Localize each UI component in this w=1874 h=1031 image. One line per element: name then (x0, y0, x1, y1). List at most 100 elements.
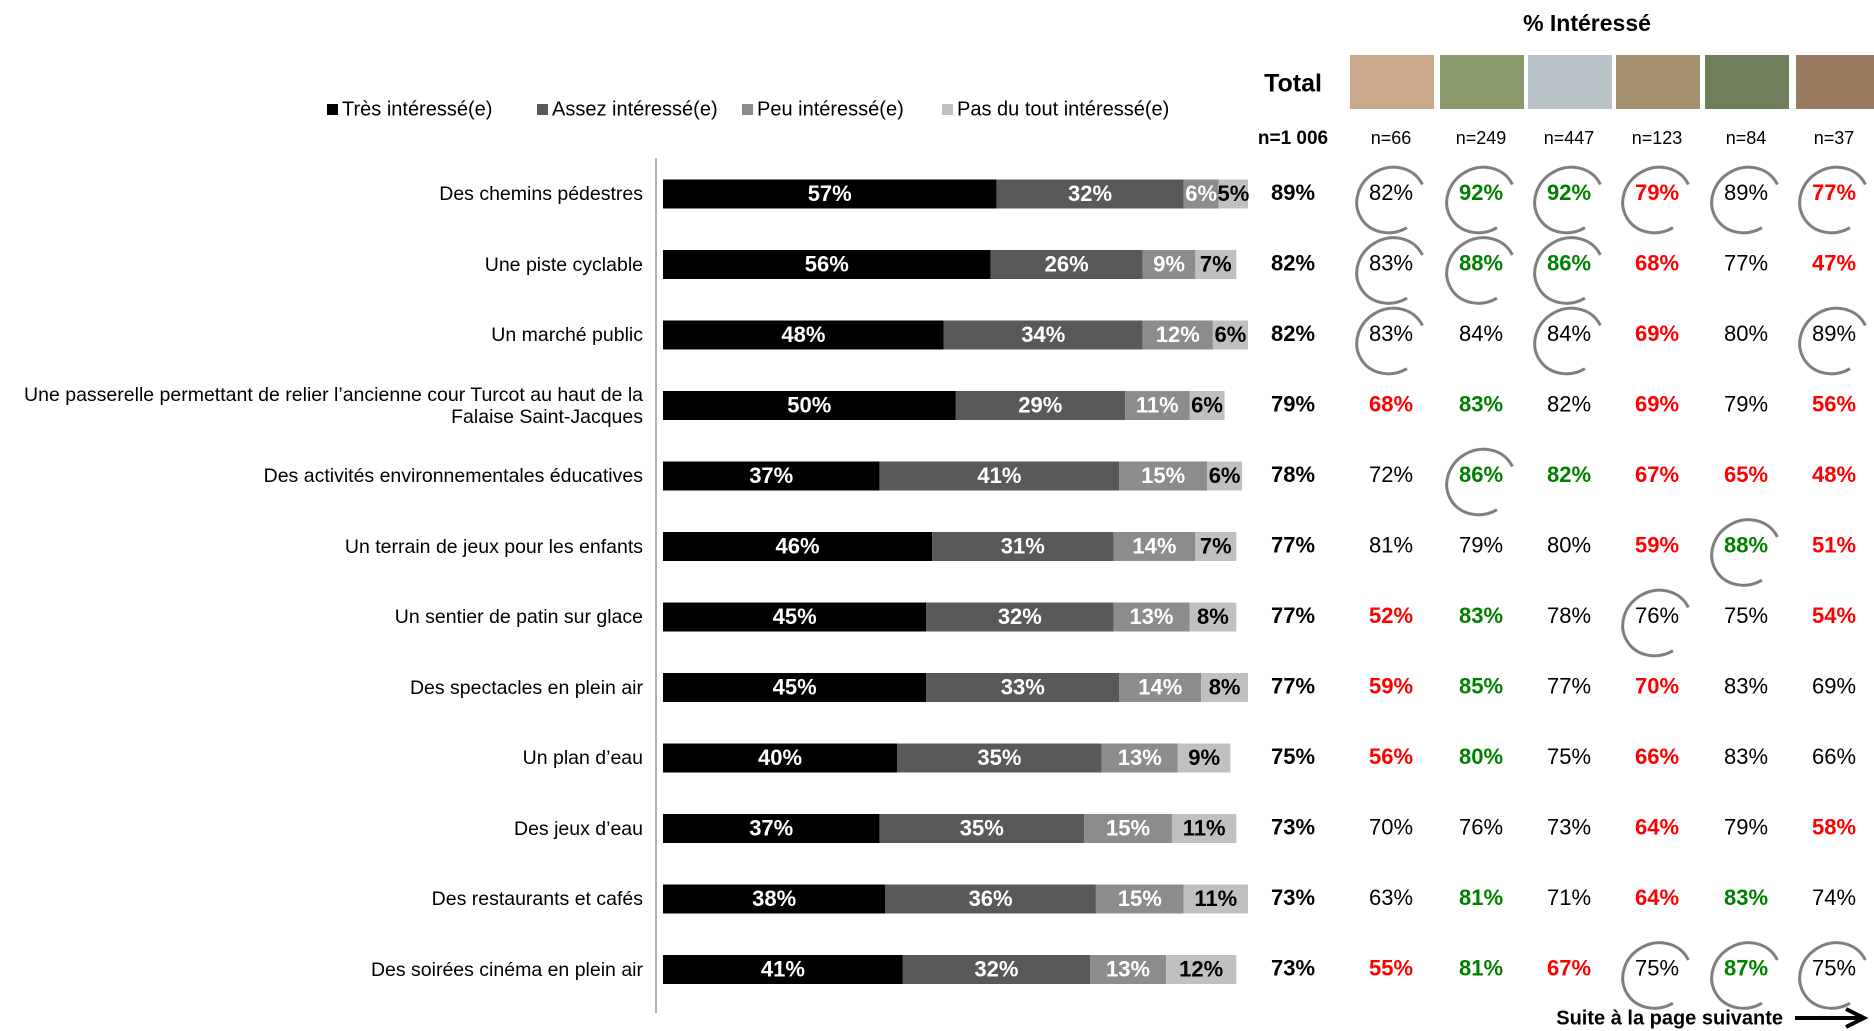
bar-segment (1095, 884, 1184, 914)
group-cell: 75% (1635, 955, 1679, 980)
category-label: Des spectacles en plein air (409, 676, 643, 699)
bar-segment (663, 320, 944, 350)
group-cell: 92% (1459, 180, 1503, 205)
photo (1796, 55, 1874, 109)
bar-value-label: 45% (773, 674, 817, 699)
bar-segment (663, 461, 880, 491)
bar-value-label: 41% (977, 463, 1021, 488)
bar-segment (926, 673, 1120, 702)
bar-segment (1177, 743, 1231, 773)
group-cell: 77% (1812, 180, 1856, 205)
bar-value-label: 35% (977, 745, 1021, 770)
bar-value-label: 13% (1129, 604, 1173, 629)
bar-segment (663, 814, 880, 843)
bar-segment (663, 602, 927, 632)
group-cell: 65% (1724, 462, 1768, 487)
significance-circle (1355, 306, 1427, 376)
group-cell: 88% (1724, 532, 1768, 557)
group-cell: 70% (1635, 673, 1679, 698)
group-cell: 56% (1369, 744, 1413, 769)
bar-segment (663, 532, 933, 561)
photo (1705, 55, 1789, 109)
group-cell: 83% (1459, 603, 1503, 628)
bar-segment (943, 320, 1143, 350)
bar-value-label: 6% (1215, 322, 1247, 347)
group-cell: 66% (1812, 744, 1856, 769)
group-cell: 58% (1812, 814, 1856, 839)
footer-note: Suite à la page suivante (1556, 1007, 1783, 1029)
group-cell: 78% (1547, 603, 1591, 628)
total-cell: 82% (1271, 250, 1315, 275)
bar-value-label: 50% (787, 392, 831, 417)
bar-value-label: 14% (1132, 533, 1176, 558)
group-cell: 48% (1812, 462, 1856, 487)
bar-value-label: 7% (1200, 533, 1232, 558)
bar-value-label: 9% (1188, 745, 1220, 770)
bar-value-label: 6% (1191, 392, 1223, 417)
significance-circle (1445, 236, 1517, 305)
group-cell: 79% (1724, 814, 1768, 839)
category-label: Un sentier de patin sur glace (394, 606, 643, 628)
group-cell: 83% (1369, 321, 1413, 346)
group-cell: 85% (1459, 673, 1503, 698)
group-cell: 51% (1812, 532, 1856, 557)
bar-value-label: 13% (1106, 956, 1150, 981)
bar-value-label: 11% (1194, 886, 1237, 911)
group-cell: 83% (1724, 885, 1768, 910)
significance-circle (1710, 941, 1782, 1010)
category-label: Une passerelle permettant de relier l’an… (24, 383, 643, 428)
bar-segment (1218, 179, 1248, 209)
legend-label: Assez intéressé(e) (552, 98, 718, 120)
bar-segment (990, 250, 1143, 279)
significance-circle (1621, 588, 1693, 658)
bar-value-label: 32% (1068, 181, 1112, 206)
category-label: Un marché public (491, 324, 643, 346)
group-cell: 83% (1369, 250, 1413, 275)
group-cell: 83% (1724, 673, 1768, 698)
group-cell: 74% (1812, 885, 1856, 910)
group-n: n=84 (1726, 128, 1767, 148)
group-cell: 67% (1547, 955, 1591, 980)
bar-segment (1142, 320, 1213, 350)
total-header: Total (1264, 70, 1322, 98)
bar-value-label: 26% (1045, 251, 1089, 276)
total-cell: 79% (1271, 391, 1315, 416)
group-cell: 75% (1547, 744, 1591, 769)
significance-circle (1355, 165, 1427, 235)
total-cell: 73% (1271, 955, 1315, 980)
bar-value-label: 37% (749, 463, 793, 488)
bar-segment (1207, 461, 1243, 491)
group-cell: 77% (1724, 250, 1768, 275)
bar-value-label: 34% (1021, 322, 1065, 347)
bar-segment (1125, 391, 1190, 420)
group-cell: 83% (1459, 391, 1503, 416)
category-label: Un terrain de jeux pour les enfants (344, 535, 643, 558)
group-cell: 69% (1635, 391, 1679, 416)
significance-circle (1355, 236, 1427, 305)
bar-segment (1142, 250, 1196, 279)
bar-segment (663, 250, 991, 279)
bar-value-label: 37% (749, 815, 793, 840)
bar-value-label: 32% (998, 604, 1042, 629)
group-cell: 72% (1369, 462, 1413, 487)
bar-segment (885, 884, 1096, 914)
bar-value-label: 36% (969, 886, 1013, 911)
group-cell: 86% (1547, 250, 1591, 275)
bar-segment (663, 391, 956, 420)
group-n: n=37 (1814, 128, 1855, 148)
arrow (1795, 1007, 1869, 1029)
significance-circle (1798, 165, 1870, 235)
group-cell: 69% (1812, 673, 1856, 698)
bar-value-label: 8% (1197, 604, 1229, 629)
group-cell: 77% (1547, 673, 1591, 698)
group-cell: 89% (1812, 321, 1856, 346)
bar-segment (663, 955, 903, 984)
group-cell: 75% (1724, 603, 1768, 628)
group-cell: 79% (1635, 180, 1679, 205)
bar-segment (879, 461, 1120, 491)
significance-circle (1798, 306, 1870, 376)
significance-circle (1445, 165, 1517, 235)
total-cell: 82% (1271, 321, 1315, 346)
legend-swatch (942, 104, 953, 115)
